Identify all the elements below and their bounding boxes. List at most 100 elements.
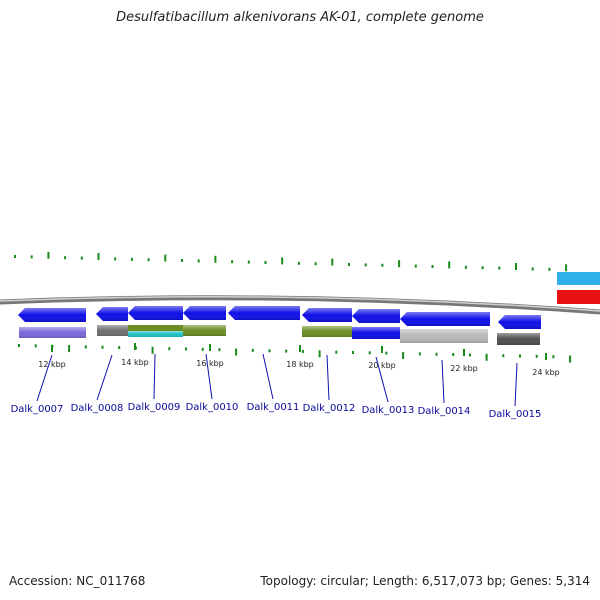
gc-tick (197, 259, 200, 263)
gc-tick (418, 352, 421, 356)
gc-tick (101, 345, 104, 349)
gene-label-Dalk_0008[interactable]: Dalk_0008 (71, 403, 124, 414)
gc-tick (498, 266, 501, 270)
kbp-label: 22 kbp (450, 364, 478, 373)
gc-tick (301, 349, 304, 353)
genome-backbone (0, 295, 600, 315)
gc-skew-ticks-top (14, 251, 568, 272)
kbp-label: 16 kbp (196, 359, 224, 368)
genome-backbone-highlight (0, 296, 600, 312)
gc-tick (548, 267, 551, 271)
gc-tick (552, 355, 555, 359)
accession-text: Accession: NC_011768 (9, 574, 146, 588)
label-leader-line (36, 354, 53, 402)
kbp-label: 24 kbp (532, 368, 560, 377)
gene-label-Dalk_0014[interactable]: Dalk_0014 (418, 406, 471, 417)
function-box-shine (128, 331, 183, 337)
gene-label-Dalk_0009[interactable]: Dalk_0009 (128, 402, 181, 413)
gene-label-Dalk_0007[interactable]: Dalk_0007 (11, 404, 64, 415)
function-track (19, 325, 540, 345)
function-box-shine (19, 327, 86, 338)
gene-arrow-shine (400, 312, 490, 326)
gene-arrow-shine (18, 308, 86, 322)
gc-tick (485, 353, 488, 361)
gc-tick (80, 256, 83, 260)
gc-tick (452, 353, 455, 357)
gc-tick (30, 255, 33, 259)
label-leader-line (326, 354, 330, 401)
gene-arrow-shine (96, 307, 128, 321)
genome-title: Desulfatibacillum alkenivorans AK-01, co… (116, 10, 484, 25)
kbp-label: 14 kbp (121, 358, 149, 367)
right-feature-red (557, 290, 600, 304)
gc-tick (130, 257, 133, 261)
label-leader-line (262, 353, 274, 400)
gene-label-Dalk_0011[interactable]: Dalk_0011 (247, 402, 300, 413)
kbp-scale: 12 kbp 14 kbp 16 kbp 18 kbp 20 kbp 22 kbp 24 k… (38, 343, 560, 377)
gc-tick (448, 261, 451, 269)
right-edge-features (557, 272, 600, 304)
label-leader-line (441, 359, 445, 404)
gc-tick (18, 344, 20, 347)
label-leader-line (205, 353, 213, 400)
gc-tick (314, 262, 317, 266)
kbp-label: 12 kbp (38, 360, 66, 369)
gene-label-Dalk_0010[interactable]: Dalk_0010 (186, 402, 239, 413)
gc-tick (214, 255, 217, 263)
gc-tick (201, 347, 204, 351)
gc-tick (181, 259, 183, 262)
gc-tick (318, 350, 321, 358)
gc-tick (348, 263, 350, 266)
gc-tick (481, 266, 484, 270)
gene-label-Dalk_0015[interactable]: Dalk_0015 (489, 409, 542, 420)
gene-label-Dalk_0012[interactable]: Dalk_0012 (303, 403, 356, 414)
gene-arrow-shine (352, 309, 400, 323)
gc-tick (368, 351, 371, 355)
gc-tick (431, 265, 434, 268)
gc-tick (385, 351, 388, 355)
gc-tick (34, 344, 37, 348)
gc-tick (402, 352, 405, 360)
label-leader-line (514, 362, 518, 407)
gc-tick (247, 260, 250, 264)
genome-stats-text: Topology: circular; Length: 6,517,073 bp… (260, 574, 590, 588)
gc-tick (285, 349, 288, 353)
gc-tick (565, 264, 568, 272)
gc-tick (381, 263, 384, 267)
function-box-shine (302, 326, 352, 337)
gc-tick (281, 257, 284, 265)
gc-tick (97, 253, 100, 260)
kbp-label: 18 kbp (286, 360, 314, 369)
gene-labels: Dalk_0007 Dalk_0008 Dalk_0009 Dalk_0010 Dalk… (11, 353, 542, 420)
gc-tick (84, 345, 87, 349)
gc-tick (231, 260, 234, 264)
gc-tick (235, 348, 238, 356)
gc-tick (251, 348, 254, 352)
gc-tick (218, 348, 221, 352)
gene-label-Dalk_0013[interactable]: Dalk_0013 (362, 405, 415, 416)
function-box-shine (400, 329, 488, 343)
function-box-shine (183, 325, 226, 336)
gc-tick (335, 350, 338, 354)
label-leader-line (96, 354, 113, 401)
gc-tick (435, 352, 438, 356)
gc-tick (515, 263, 517, 270)
gene-track (18, 306, 541, 329)
gc-tick (502, 354, 505, 358)
kbp-label: 20 kbp (368, 361, 396, 370)
gene-arrow-shine (128, 306, 183, 320)
gc-tick (64, 256, 67, 260)
gc-tick (297, 261, 300, 265)
gc-tick (185, 347, 187, 351)
function-box-shine (497, 333, 540, 345)
gc-tick (414, 264, 417, 268)
gene-arrow-shine (183, 306, 226, 320)
gc-tick (264, 261, 267, 264)
right-feature-cyan (557, 272, 600, 285)
gene-arrow-shine (228, 306, 300, 320)
gc-tick (519, 354, 521, 358)
function-box-shine (97, 325, 128, 336)
gc-tick (168, 347, 171, 351)
gc-tick (114, 257, 117, 261)
